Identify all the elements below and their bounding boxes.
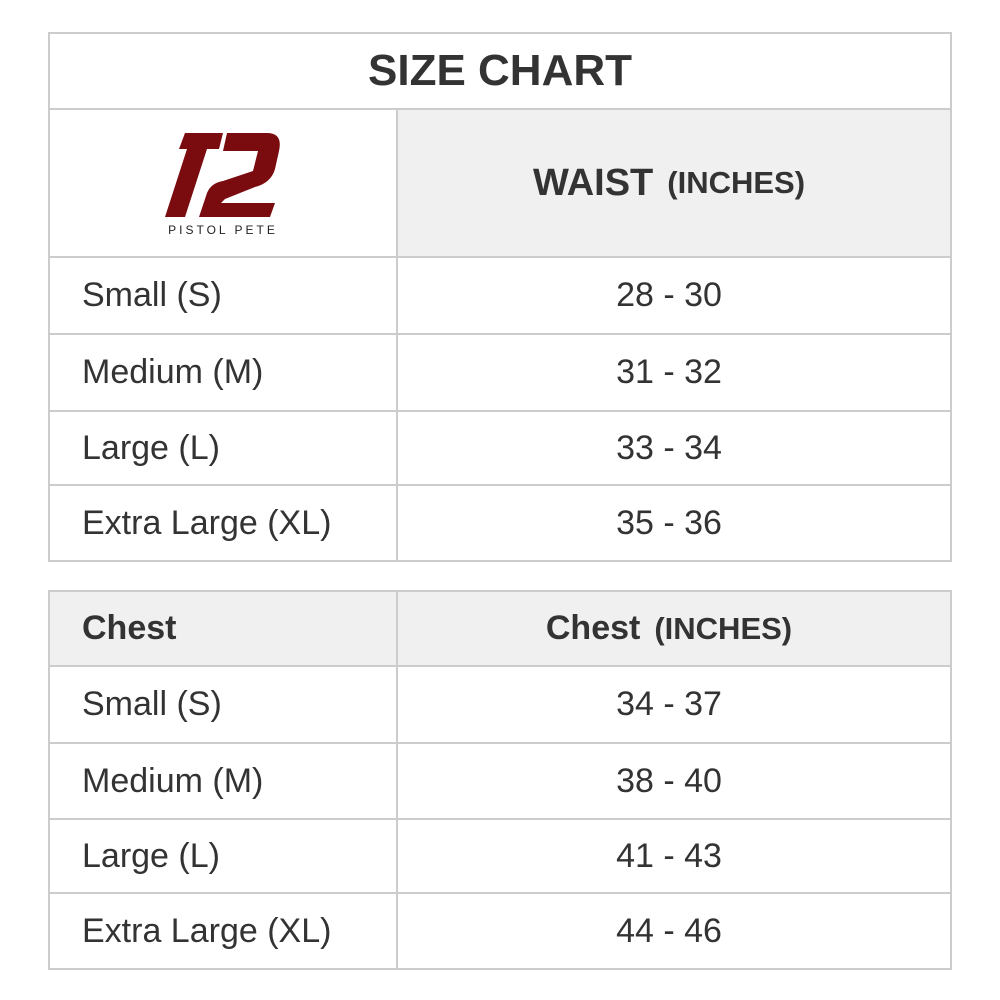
size-chart-title: SIZE CHART [368,46,632,95]
table-row: Medium (M) 38 - 40 [50,742,950,818]
chest-label: Chest [82,609,177,647]
unit-label: (INCHES) [654,610,793,646]
value-cell: 33 - 34 [616,428,722,467]
brand-name: PISTOL PETE [168,223,278,237]
chest-size-table: Chest Chest (INCHES) Small (S) 34 - 37 Me… [48,590,952,970]
waist-label: WAIST [532,161,654,204]
chest-header: Chest (INCHES) [398,592,950,665]
table-row: Extra Large (XL) 44 - 46 [50,892,950,968]
brand-logo: PISTOL PETE [50,110,398,256]
table-row: Extra Large (XL) 35 - 36 [50,484,950,560]
waist-size-table: SIZE CHART PISTOL PETE WAIST (INCHES) Sm… [48,32,952,562]
value-cell: 31 - 32 [616,353,722,391]
table-row: Large (L) 41 - 43 [50,818,950,892]
table-row: Large (L) 33 - 34 [50,410,950,484]
waist-header: WAIST (INCHES) [398,110,950,256]
value-cell: 44 - 46 [616,911,722,950]
value-cell: 35 - 36 [616,503,722,542]
value-cell: 41 - 43 [616,836,722,875]
table-row: Small (S) 34 - 37 [50,665,950,742]
size-cell: Extra Large (XL) [50,486,398,560]
table-row: Small (S) 28 - 30 [50,256,950,333]
size-cell: Large (L) [50,820,398,892]
size-cell: Medium (M) [50,335,398,410]
chest-inches-label: Chest [545,609,641,647]
pistol-pete-logo-icon [165,133,280,217]
value-cell: 34 - 37 [616,685,722,723]
value-cell: 28 - 30 [616,276,722,314]
value-cell: 38 - 40 [616,761,722,800]
unit-label: (INCHES) [667,165,806,200]
chest-col-header: Chest [50,592,398,665]
size-cell: Small (S) [50,258,398,333]
size-cell: Medium (M) [50,744,398,818]
size-cell: Small (S) [50,667,398,742]
table-row: Medium (M) 31 - 32 [50,333,950,410]
size-cell: Large (L) [50,412,398,484]
size-cell: Extra Large (XL) [50,894,398,968]
